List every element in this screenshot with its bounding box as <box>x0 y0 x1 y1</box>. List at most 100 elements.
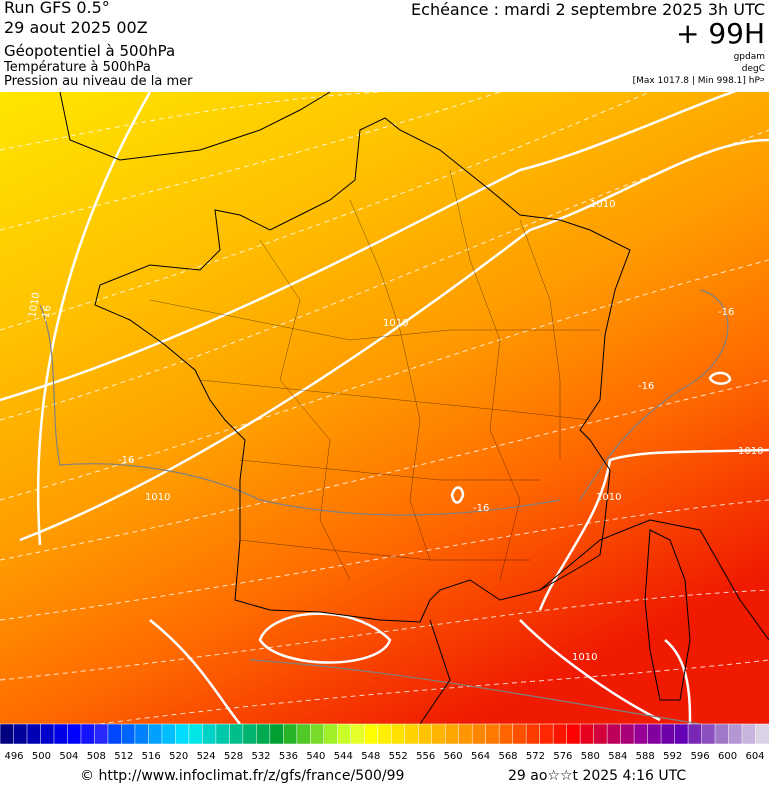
field: Pression au niveau de la mer <box>4 74 193 89</box>
colorbar-swatch <box>148 723 163 745</box>
colorbar-label: 524 <box>197 751 216 762</box>
colorbar-swatch <box>94 723 109 745</box>
departments <box>149 169 600 581</box>
colorbar-swatch <box>310 723 325 745</box>
colorbar-label: 516 <box>142 751 161 762</box>
colorbar-swatch <box>0 723 15 745</box>
colorbar-swatch <box>593 723 608 745</box>
colorbar-swatch <box>269 723 285 745</box>
colorbar-label: 508 <box>87 751 106 762</box>
colorbar-swatch <box>26 723 42 745</box>
contour-label: -16 <box>40 305 54 323</box>
colorbar-swatch <box>202 723 217 745</box>
run-date: 29 aout 2025 00Z <box>4 18 148 37</box>
colorbar-swatch <box>80 723 96 745</box>
colorbar-swatch <box>215 723 231 745</box>
colorbar-swatch <box>552 723 568 745</box>
colorbar-swatch <box>755 723 769 745</box>
colorbar-swatch <box>296 723 312 745</box>
contour-label: 1010 <box>145 492 170 503</box>
colorbar-swatch <box>471 723 487 745</box>
contour-label: 1010 <box>383 318 408 329</box>
colorbar-swatch <box>674 723 689 745</box>
colorbar-swatch <box>485 723 500 745</box>
contour-label: 1010 <box>738 446 763 457</box>
colorbar-swatch <box>512 723 527 745</box>
colorbar-label: 600 <box>718 751 737 762</box>
colorbar-label: 556 <box>416 751 435 762</box>
unit: degC <box>742 64 765 74</box>
colorbar-label: 536 <box>279 751 298 762</box>
colorbar-swatch <box>525 723 541 745</box>
colorbar-swatch <box>498 723 514 745</box>
colorbar-swatch <box>566 723 581 745</box>
colorbar-swatch <box>121 723 136 745</box>
colorbar-swatch <box>728 723 743 745</box>
colorbar-swatch <box>188 723 204 745</box>
colorbar-swatch <box>390 723 406 745</box>
field-shading <box>0 92 769 724</box>
colorbar-swatch <box>647 723 662 745</box>
colorbar-swatch <box>161 723 177 745</box>
colorbar-label: 576 <box>553 751 572 762</box>
run: Run GFS 0.5° <box>4 0 110 17</box>
colorbar-swatch <box>175 723 190 745</box>
colorbar-swatch <box>256 723 271 745</box>
temperature-contour <box>39 289 729 725</box>
contour-label: -16 <box>638 381 654 392</box>
colorbar-label: 500 <box>32 751 51 762</box>
forecast: Echéance : mardi 2 septembre 2025 3h UTC <box>411 0 765 19</box>
colorbar-swatch <box>620 723 635 745</box>
field: Géopotentiel à 500hPa <box>4 42 175 60</box>
colorbar-swatch <box>242 723 258 745</box>
contour-label: -16 <box>118 455 134 466</box>
colorbar-swatch <box>229 723 244 745</box>
colorbar-swatch <box>417 723 433 745</box>
colorbar-swatch <box>283 723 298 745</box>
colorbar-label: 512 <box>114 751 133 762</box>
colorbar-label: 588 <box>636 751 655 762</box>
field: Température à 500hPa <box>3 60 151 75</box>
colorbar-swatch <box>377 723 392 745</box>
colorbar-label: 572 <box>526 751 545 762</box>
colorbar-label: 568 <box>498 751 517 762</box>
colorbar-swatch <box>13 723 28 745</box>
colorbar-label: 580 <box>581 751 600 762</box>
coastlines <box>59 91 769 725</box>
colorbar-swatch <box>660 723 676 745</box>
colorbar-swatch <box>579 723 595 745</box>
colorbar-swatch <box>364 723 379 745</box>
colorbar-swatch <box>53 723 69 745</box>
contour-label: -16 <box>473 503 489 514</box>
colorbar-swatch <box>337 723 352 745</box>
colorbar-swatch <box>741 723 757 745</box>
pressure-range: [Max 1017.8 | Min 998.1] hPa <box>633 76 765 86</box>
colorbar-label: 560 <box>444 751 463 762</box>
colorbar-label: 540 <box>306 751 325 762</box>
colorbar-swatch <box>67 723 82 745</box>
colorbar-label: 592 <box>663 751 682 762</box>
colorbar-swatch <box>714 723 730 745</box>
colorbar-swatch <box>606 723 622 745</box>
colorbar-label: 504 <box>59 751 78 762</box>
contour-label: 1010 <box>590 199 615 210</box>
colorbar-swatch <box>701 723 716 745</box>
colorbar: 496 500 504 508 512 516 520 524 528 532 536 540 544 5… <box>0 723 769 762</box>
colorbar-swatch <box>458 723 473 745</box>
colorbar-label: 604 <box>745 751 764 762</box>
colorbar-swatch <box>444 723 460 745</box>
colorbar-swatch <box>350 723 366 745</box>
unit: gpdam <box>734 52 765 62</box>
colorbar-label: 548 <box>361 751 380 762</box>
isotherms <box>0 91 769 725</box>
source-url: © http://www.infoclimat.fr/z/gfs/france/… <box>80 768 404 784</box>
colorbar-label: 544 <box>334 751 353 762</box>
colorbar-label: 564 <box>471 751 490 762</box>
contour-label: -16 <box>718 307 734 318</box>
colorbar-label: 532 <box>251 751 270 762</box>
colorbar-label: 584 <box>608 751 627 762</box>
colorbar-label: 528 <box>224 751 243 762</box>
colorbar-swatch <box>134 723 150 745</box>
